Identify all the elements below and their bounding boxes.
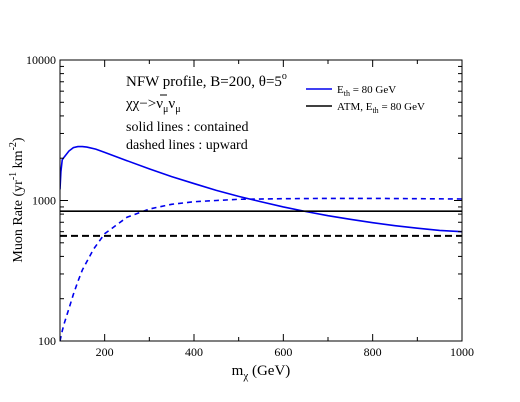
series-signal-upward	[60, 197, 462, 341]
annotation-profile-sup: o	[282, 71, 287, 82]
annotation-dashed: dashed lines : upward	[126, 138, 248, 153]
x-axis-label: mχ (GeV)	[232, 363, 291, 382]
annotation-channel-a: χχ−>ν	[125, 96, 163, 112]
legend: Eth = 80 GeV ATM, Eth = 80 GeV	[306, 84, 425, 115]
annotation-solid: solid lines : contained	[126, 120, 248, 135]
y-tick-label: 100	[38, 334, 56, 348]
annotation-channel-sub2: μ	[175, 104, 180, 115]
series-layer	[60, 145, 462, 341]
x-tick-label: 800	[364, 345, 382, 359]
annotation-channel-sub1: μ	[163, 104, 168, 115]
y-axis-label: Muon Rate (yr-1 km-2)	[8, 137, 26, 263]
annotation-profile-main: NFW profile, B=200, θ=5	[126, 74, 282, 90]
x-tick-label: 1000	[450, 345, 474, 359]
annotation-profile: NFW profile, B=200, θ=5o	[126, 71, 287, 90]
plot-frame	[59, 59, 463, 342]
series-signal-contained	[60, 145, 462, 233]
x-tick-label: 600	[274, 345, 292, 359]
x-tick-label: 200	[96, 345, 114, 359]
y-tick-label: 1000	[32, 194, 56, 208]
annotation-channel-b: ν	[168, 96, 175, 112]
legend-label-atm: ATM, Eth = 80 GeV	[337, 101, 425, 115]
x-tick-label: 400	[185, 345, 203, 359]
legend-label-signal: Eth = 80 GeV	[337, 84, 396, 98]
y-tick-label: 10000	[26, 53, 56, 67]
tick-layer: 200 400 600 800 1000 100 1000 10000	[26, 53, 474, 359]
annotation-channel: χχ−>νμνμ	[125, 96, 181, 115]
